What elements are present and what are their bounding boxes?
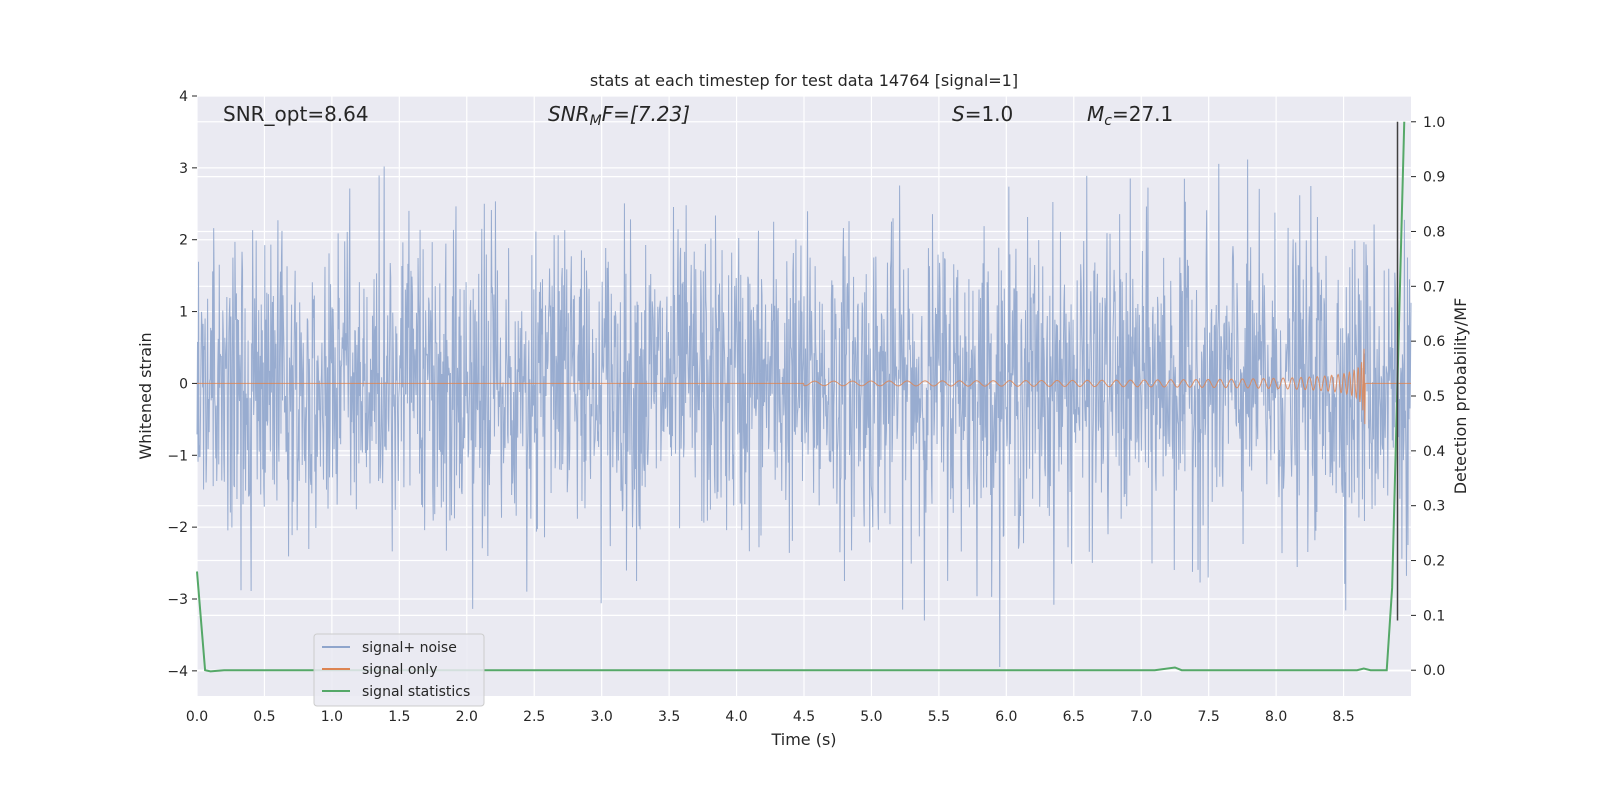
series-signal-statistics — [196, 121, 1406, 673]
annotation-mc: Mc=27.1 — [1087, 102, 1173, 129]
chart-title: stats at each timestep for test data 147… — [590, 71, 1018, 90]
y-axis-label: Whitened strain — [136, 332, 155, 459]
x-tick-label: 0.0 — [186, 709, 208, 725]
y-tick-label: −2 — [167, 520, 188, 536]
annotation-snr-mf: SNRMF=[7.23] — [548, 102, 690, 129]
x-ticks: 0.0 0.5 1.0 1.5 2.0 2.5 3.0 3.5 4.0 4.5 5.0 5.5 6.0 6… — [186, 709, 1355, 725]
x-tick-label: 3.0 — [591, 709, 613, 725]
x-tick-label: 8.5 — [1332, 709, 1354, 725]
mc-base: M — [1087, 102, 1104, 126]
y2-tick-label: 0.5 — [1423, 389, 1445, 405]
x-tick-label: 4.5 — [793, 709, 815, 725]
x-tick-label: 7.0 — [1130, 709, 1152, 725]
legend-label-signal-statistics: signal statistics — [362, 684, 470, 700]
x-tick-label: 5.5 — [928, 709, 950, 725]
y2-tick-label: 0.1 — [1423, 608, 1445, 624]
signal-only-line — [197, 348, 1411, 425]
mc-sub: c — [1104, 113, 1112, 129]
x-tick-label: 0.5 — [253, 709, 275, 725]
y2-tick-label: 0.3 — [1423, 499, 1445, 515]
signal-statistics-line — [196, 121, 1406, 673]
s-base: S — [952, 102, 965, 126]
legend-label-signal-noise: signal+ noise — [362, 640, 457, 656]
y-tick-label: 2 — [179, 233, 188, 249]
mc-rest: =27.1 — [1112, 102, 1173, 126]
x-tick-label: 8.0 — [1265, 709, 1287, 725]
y-tick-label: 4 — [179, 89, 188, 105]
snr-mf-base: SNR — [548, 102, 590, 126]
y-tick-label: −3 — [167, 592, 188, 608]
y-ticks: −4 −3 −2 −1 0 1 2 3 4 — [167, 89, 197, 680]
y2-tick-label: 0.2 — [1423, 554, 1445, 570]
x-tick-label: 6.5 — [1063, 709, 1085, 725]
s-rest: =1.0 — [965, 102, 1014, 126]
y-tick-label: 1 — [179, 305, 188, 321]
x-tick-label: 1.0 — [321, 709, 343, 725]
y-tick-label: 3 — [179, 161, 188, 177]
series-signal-only — [197, 348, 1411, 425]
x-tick-label: 4.0 — [725, 709, 747, 725]
annotation-s: S=1.0 — [952, 102, 1013, 126]
legend-label-signal-only: signal only — [362, 662, 437, 678]
y2-tick-label: 0.0 — [1423, 663, 1445, 679]
y2-tick-label: 1.0 — [1423, 115, 1445, 131]
legend-box — [313, 633, 485, 707]
x-tick-label: 2.0 — [456, 709, 478, 725]
y2-tick-label: 0.9 — [1423, 170, 1445, 186]
y2-tick-label: 0.6 — [1423, 334, 1445, 350]
y-tick-label: −1 — [167, 448, 188, 464]
x-tick-label: 6.0 — [995, 709, 1017, 725]
annotation-snr-opt: SNR_opt=8.64 — [223, 102, 369, 126]
snr-mf-sub: M — [590, 113, 602, 129]
x-tick-label: 5.0 — [860, 709, 882, 725]
x-axis-label: Time (s) — [770, 730, 836, 749]
snr-mf-rest: F=[7.23] — [602, 102, 690, 126]
y2-axis-label: Detection probability/MF — [1451, 298, 1470, 495]
y2-ticks: 0.0 0.1 0.2 0.3 0.4 0.5 0.6 0.7 0.8 0.9 1.0 — [1411, 115, 1445, 679]
x-tick-label: 2.5 — [523, 709, 545, 725]
y-tick-label: −4 — [167, 664, 188, 680]
y-tick-label: 0 — [179, 376, 188, 392]
x-tick-label: 7.5 — [1198, 709, 1220, 725]
x-tick-label: 1.5 — [388, 709, 410, 725]
legend: signal+ noise signal only signal statist… — [313, 633, 485, 707]
y2-tick-label: 0.4 — [1423, 444, 1445, 460]
x-tick-label: 3.5 — [658, 709, 680, 725]
y2-tick-label: 0.8 — [1423, 224, 1445, 240]
y2-tick-label: 0.7 — [1423, 279, 1445, 295]
